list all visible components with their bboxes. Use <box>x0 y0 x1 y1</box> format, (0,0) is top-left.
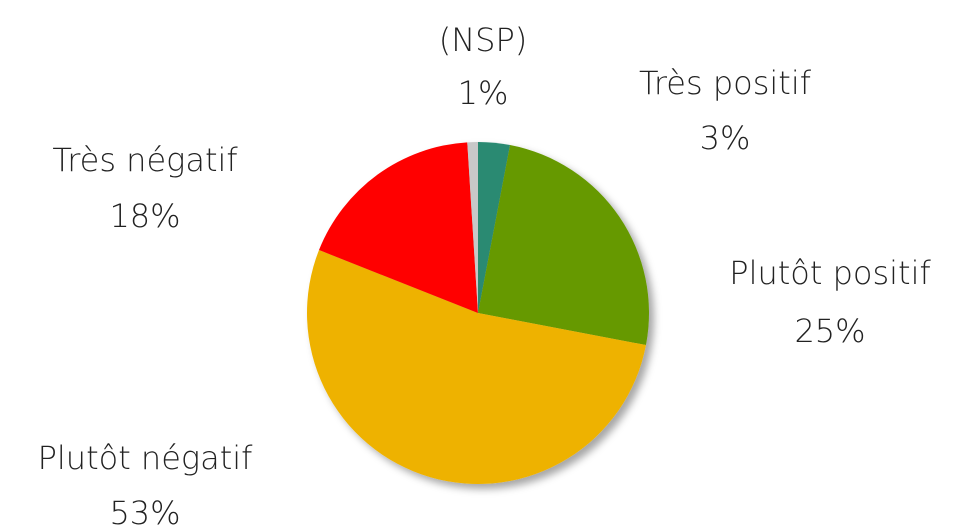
slice-label: (NSP) <box>439 21 528 59</box>
pie <box>307 142 650 484</box>
slice-value-label: 18% <box>109 197 180 235</box>
slice-value-label: 53% <box>109 494 180 529</box>
pie-slice <box>307 250 646 484</box>
pie-slice <box>478 145 650 346</box>
pie-slice <box>478 142 511 313</box>
slice-value-label: 3% <box>700 119 751 157</box>
slice-label: Très négatif <box>52 141 238 179</box>
slice-value-label: 1% <box>458 74 509 112</box>
slice-value-label: 25% <box>794 312 865 350</box>
slice-label: Plutôt positif <box>729 254 931 292</box>
slice-label: Très positif <box>639 64 812 102</box>
slice-label: Plutôt négatif <box>38 439 254 477</box>
pie-slice <box>319 142 478 313</box>
pie-slice <box>467 142 478 313</box>
